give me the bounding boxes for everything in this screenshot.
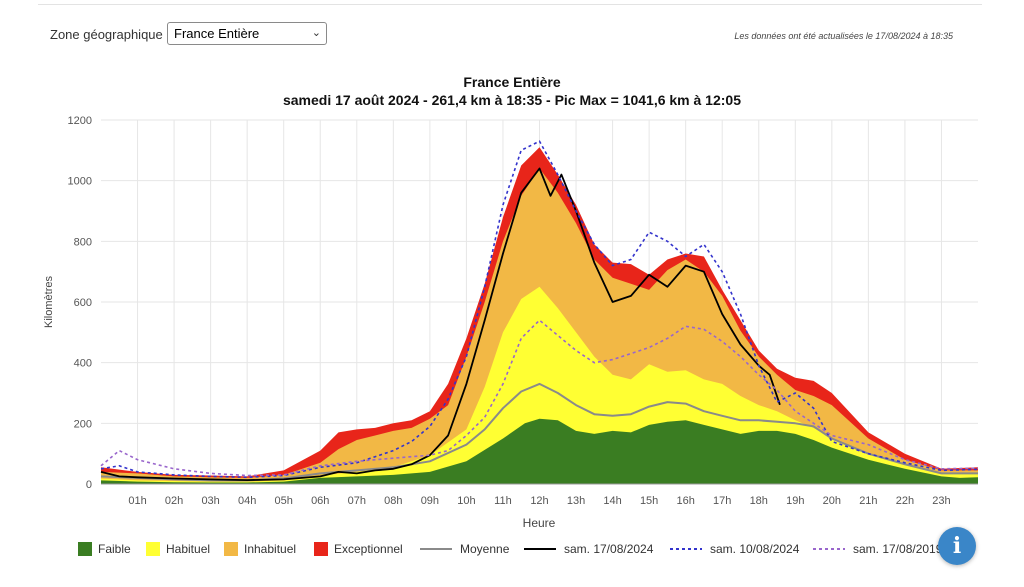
y-tick-label: 1000 [68,176,92,188]
legend-label: Exceptionnel [334,542,403,556]
x-tick-label: 06h [311,495,329,507]
top-border [38,0,982,5]
x-tick-label: 08h [384,495,402,507]
x-tick-label: 16h [676,495,694,507]
x-tick-label: 23h [932,495,950,507]
x-tick-label: 01h [128,495,146,507]
x-tick-label: 14h [603,495,621,507]
series-line-0 [100,382,978,482]
legend-label: Moyenne [460,542,510,556]
x-tick-label: 07h [348,495,366,507]
info-icon[interactable]: i [938,527,976,565]
x-tick-label: 17h [713,495,731,507]
x-tick-label: 13h [567,495,585,507]
update-note: Les données ont été actualisées le 17/08… [734,31,953,41]
x-tick-label: 02h [165,495,183,507]
x-tick-label: 15h [640,495,658,507]
chart-title: France Entière [463,74,560,90]
legend-label: Faible [98,542,131,556]
y-tick-label: 600 [74,297,92,309]
x-axis-label: Heure [523,516,556,530]
legend-label: sam. 10/08/2024 [710,542,800,556]
y-tick-label: 0 [86,479,92,491]
chevron-down-icon: ⌄ [311,27,321,39]
chart-subtitle: samedi 17 août 2024 - 261,4 km à 18:35 -… [283,92,741,108]
x-tick-label: 18h [750,495,768,507]
x-tick-label: 03h [201,495,219,507]
x-tick-label: 22h [896,495,914,507]
zone-select-value: France Entière [174,26,260,41]
y-tick-label: 1200 [68,115,92,127]
x-tick-label: 21h [859,495,877,507]
legend-swatch [78,542,92,556]
y-tick-label: 800 [74,236,92,248]
x-tick-label: 20h [823,495,841,507]
legend-label: Inhabituel [244,542,296,556]
legend-swatch [314,542,328,556]
x-tick-label: 12h [530,495,548,507]
x-tick-label: 09h [421,495,439,507]
series-line-2 [100,140,979,479]
legend-label: sam. 17/08/2019 [853,542,943,556]
legend-label: sam. 17/08/2024 [564,542,654,556]
series-line-1 [100,167,781,481]
zone-label: Zone géographique : [50,27,170,42]
zone-select[interactable]: France Entière ⌄ [167,22,327,45]
x-tick-label: 11h [494,495,512,507]
x-tick-label: 05h [275,495,293,507]
legend-label: Habituel [166,542,210,556]
band-faible [101,418,978,484]
y-tick-label: 200 [74,418,92,430]
legend-swatch [146,542,160,556]
legend-swatch [224,542,238,556]
y-tick-label: 400 [74,358,92,370]
x-tick-label: 04h [238,495,256,507]
x-tick-label: 10h [457,495,475,507]
x-tick-label: 19h [786,495,804,507]
y-axis-label: Kilomètres [43,276,55,328]
